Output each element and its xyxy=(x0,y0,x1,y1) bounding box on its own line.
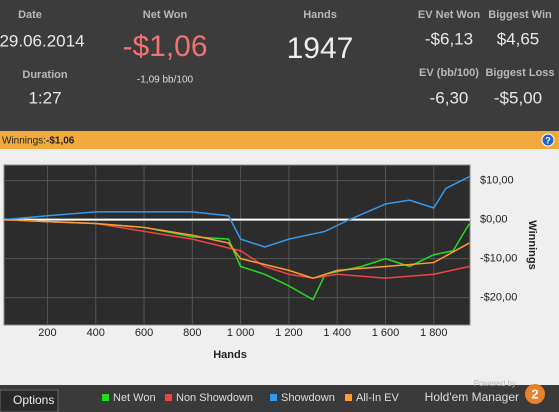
duration: 1:27 xyxy=(28,88,61,107)
header-bg xyxy=(0,0,559,131)
brand-badge: 2 xyxy=(531,386,538,401)
biggest-win-label: Biggest Win xyxy=(488,9,552,21)
duration-label: Duration xyxy=(22,69,68,81)
x-tick-label: 800 xyxy=(183,327,201,339)
net-won-label: Net Won xyxy=(143,9,188,21)
winnings-value: -$1,06 xyxy=(46,136,75,147)
ev-bb: -6,30 xyxy=(430,88,469,107)
options-label[interactable]: Options xyxy=(13,393,54,407)
bb100: -1,09 bb/100 xyxy=(137,75,194,86)
net-won: -$1,06 xyxy=(122,30,207,63)
help-icon[interactable] xyxy=(541,133,555,147)
series-line xyxy=(3,176,470,248)
series-line xyxy=(3,218,470,279)
x-tick-label: 200 xyxy=(38,327,56,339)
legend-label: Net Won xyxy=(113,392,156,404)
brand-logo xyxy=(525,384,545,404)
y-tick-label: $0,00 xyxy=(480,214,508,226)
help-text[interactable]: ? xyxy=(545,135,551,145)
legend-swatch xyxy=(345,394,352,401)
plot-area xyxy=(3,164,471,326)
biggest-win: $4,65 xyxy=(497,29,540,48)
options-button[interactable] xyxy=(0,389,59,412)
biggest-loss-label: Biggest Loss xyxy=(485,67,554,79)
ev-bb-label: EV (bb/100) xyxy=(419,67,479,79)
x-tick-label: 1 000 xyxy=(227,327,255,339)
y-tick-label: -$10,00 xyxy=(480,253,517,265)
ev-net-won: -$6,13 xyxy=(425,29,473,48)
x-axis-label: Hands xyxy=(213,349,247,361)
hands: 1947 xyxy=(287,32,354,65)
x-tick-label: 1 200 xyxy=(275,327,303,339)
date: 29.06.2014 xyxy=(0,31,85,50)
winnings-bar xyxy=(0,131,559,149)
legend-label: Showdown xyxy=(281,392,335,404)
footer-bg xyxy=(0,385,559,412)
x-tick-label: 1 400 xyxy=(323,327,351,339)
date-label: Date xyxy=(18,9,42,21)
x-tick-label: 600 xyxy=(135,327,153,339)
legend-label: Non Showdown xyxy=(176,392,253,404)
powered-by: Powered by xyxy=(474,379,516,388)
winnings-label: Winnings: xyxy=(2,136,46,147)
y-axis-label: Winnings xyxy=(526,220,538,269)
legend-swatch xyxy=(165,394,172,401)
hands-label: Hands xyxy=(303,9,337,21)
biggest-loss: -$5,00 xyxy=(494,88,542,107)
legend-label: All-In EV xyxy=(356,392,399,404)
legend-swatch xyxy=(102,394,109,401)
y-tick-label: -$20,00 xyxy=(480,292,517,304)
x-tick-label: 1 800 xyxy=(420,327,448,339)
ev-net-won-label: EV Net Won xyxy=(418,9,480,21)
legend-swatch xyxy=(270,394,277,401)
x-tick-label: 1 600 xyxy=(372,327,400,339)
y-tick-label: $10,00 xyxy=(480,175,514,187)
brand: Hold'em Manager xyxy=(425,390,519,404)
x-tick-label: 400 xyxy=(87,327,105,339)
